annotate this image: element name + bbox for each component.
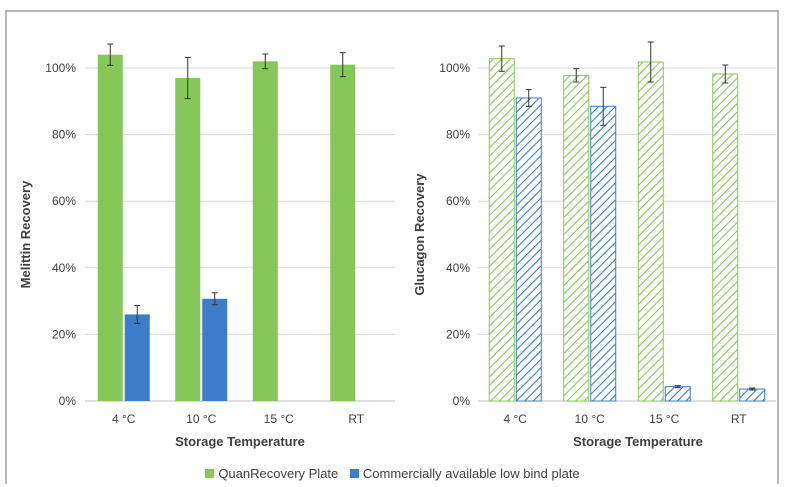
y-axis-title: Melittin Recovery xyxy=(18,180,33,288)
legend-swatch-green xyxy=(205,469,215,478)
y-axis-title: Glucagon Recovery xyxy=(412,173,427,296)
bar-quanrecovery xyxy=(175,77,201,402)
bar-low-bind xyxy=(124,314,150,401)
y-tick-label: 40% xyxy=(52,261,76,275)
bar-quanrecovery xyxy=(97,54,123,402)
x-tick-label: 10 °C xyxy=(186,412,216,426)
legend-label: Commercially available low bind plate xyxy=(362,466,580,481)
y-tick-label: 60% xyxy=(446,194,470,208)
y-tick-label: 20% xyxy=(446,327,470,341)
bar-low-bind xyxy=(590,105,617,402)
bar-low-bind xyxy=(515,97,542,402)
y-tick-label: 100% xyxy=(439,61,470,75)
x-tick-label: 10 °C xyxy=(575,412,605,426)
x-tick-label: 15 °C xyxy=(649,412,679,426)
legend-swatch-blue xyxy=(349,469,359,478)
x-tick-label: 15 °C xyxy=(264,412,294,426)
y-tick-label: 80% xyxy=(52,128,76,142)
bar-low-bind xyxy=(202,298,228,401)
y-tick-label: 20% xyxy=(52,327,76,341)
y-tick-label: 40% xyxy=(446,261,470,275)
x-tick-label: RT xyxy=(731,412,747,426)
legend-item-quanrecovery: QuanRecovery Plate xyxy=(205,466,338,481)
y-tick-label: 80% xyxy=(446,128,470,142)
melittin-chart: 0% 20% 40% 60% 80% 100% 4 °C 10 °C 15 °C RT Storag… xyxy=(18,43,395,449)
chart-frame xyxy=(5,10,779,484)
x-tick-label: 4 °C xyxy=(504,412,528,426)
x-tick-label: 4 °C xyxy=(112,412,136,426)
bar-low-bind xyxy=(739,388,766,402)
glucagon-chart: 0% 20% 40% 60% 80% 100% 4 °C 10 °C 15 °C RT Storag… xyxy=(412,41,776,449)
y-tick-label: 0% xyxy=(59,394,77,408)
bar-quanrecovery xyxy=(712,73,739,402)
bar-quanrecovery xyxy=(488,58,515,402)
y-tick-label: 0% xyxy=(453,394,471,408)
legend-item-low-bind: Commercially available low bind plate xyxy=(349,466,580,481)
bar-quanrecovery xyxy=(252,61,278,402)
y-tick-label: 60% xyxy=(52,194,76,208)
legend: QuanRecovery Plate Commercially availabl… xyxy=(0,466,785,481)
x-axis-title: Storage Temperature xyxy=(573,434,703,449)
x-axis-title: Storage Temperature xyxy=(175,434,305,449)
legend-label: QuanRecovery Plate xyxy=(218,466,339,481)
bar-quanrecovery xyxy=(563,74,590,402)
y-tick-label: 100% xyxy=(45,61,76,75)
bar-quanrecovery xyxy=(330,64,356,402)
bar-quanrecovery xyxy=(637,61,664,402)
x-tick-label: RT xyxy=(348,412,364,426)
bar-low-bind xyxy=(664,386,691,402)
